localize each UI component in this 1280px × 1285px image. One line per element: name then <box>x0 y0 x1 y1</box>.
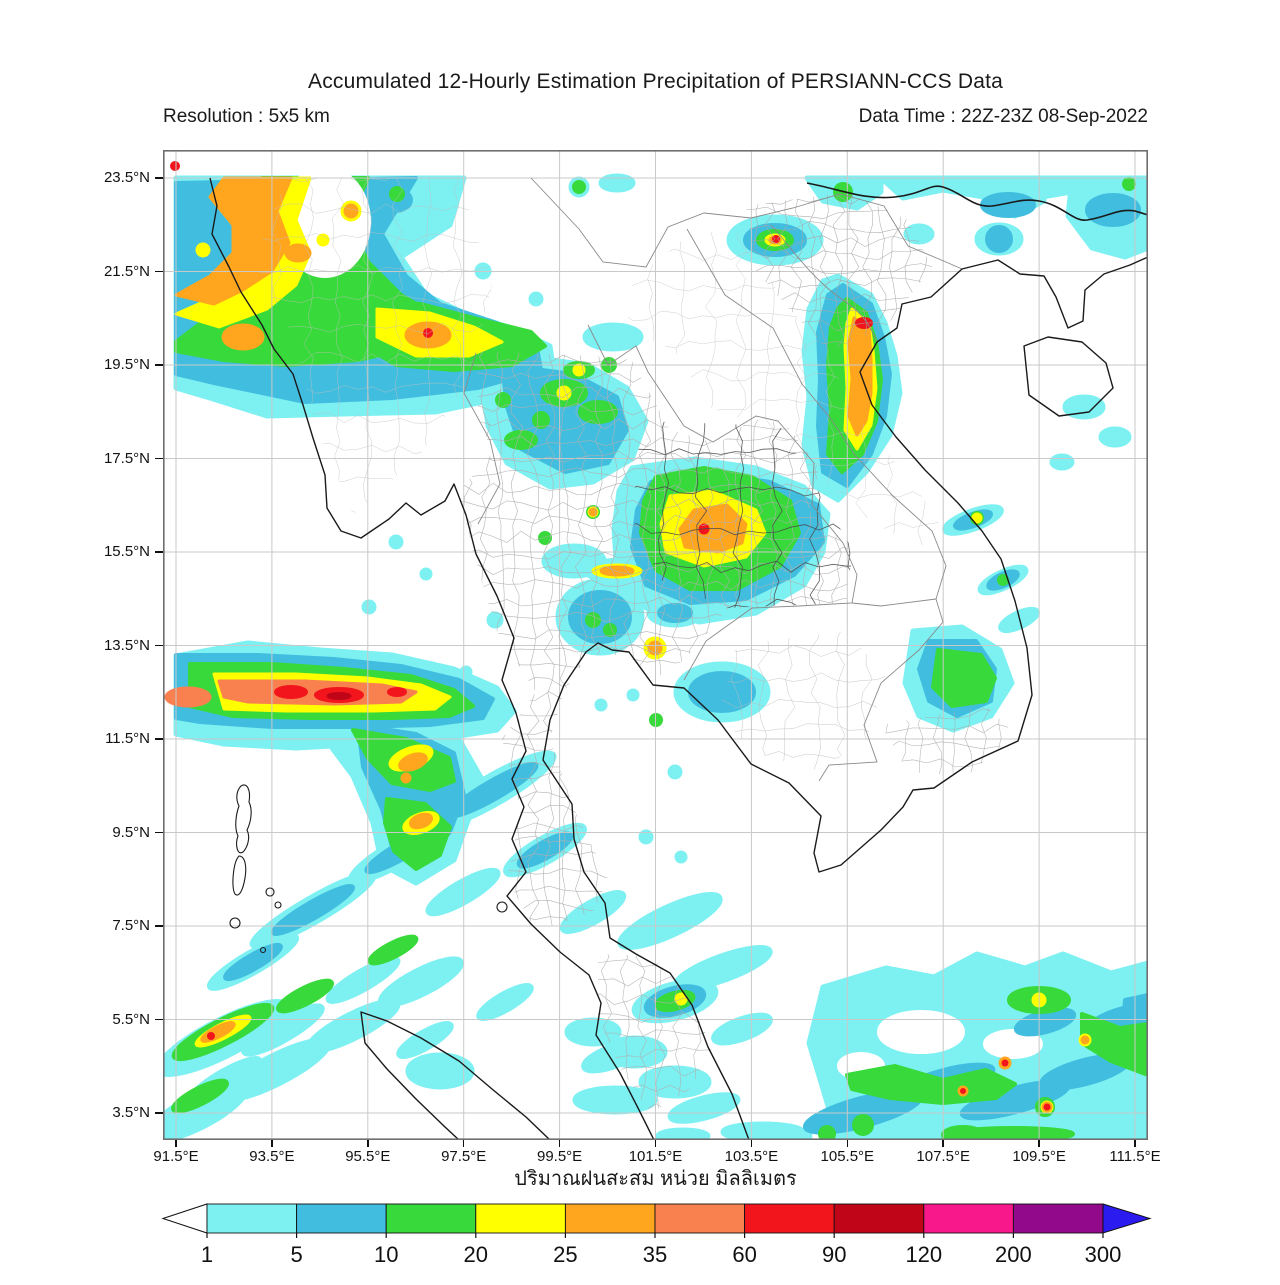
x-tick-mark <box>367 1140 369 1147</box>
colorbar-tick-label: 300 <box>1085 1242 1122 1267</box>
data-time-label: Data Time : 22Z-23Z 08-Sep-2022 <box>858 106 1148 127</box>
y-tick-label: 11.5°N <box>105 730 150 747</box>
y-tick-mark <box>155 457 163 460</box>
y-tick-label: 23.5°N <box>103 169 150 186</box>
colorbar-tick-label: 60 <box>732 1242 756 1267</box>
x-tick-mark <box>654 1140 657 1147</box>
map-area <box>163 150 1148 1140</box>
colorbar-segment <box>475 1203 566 1234</box>
y-tick-label: 17.5°N <box>103 449 150 467</box>
colorbar-segment <box>206 1203 298 1234</box>
colorbar-legend: 1 5 10 20 25 35 60 90 120 200 300 <box>0 1196 1280 1280</box>
colorbar-tick-label: 90 <box>822 1242 846 1267</box>
colorbar-segment <box>296 1203 387 1234</box>
resolution-label: Resolution : 5x5 km <box>163 106 330 127</box>
y-tick-mark <box>155 551 163 553</box>
colorbar-segment <box>564 1203 656 1234</box>
graticule-grid <box>164 151 1147 1139</box>
y-tick-mark <box>155 831 163 834</box>
colorbar-tick-label: 10 <box>374 1242 398 1267</box>
colorbar-tick-label: 35 <box>643 1242 667 1267</box>
x-tick-mark <box>175 1140 177 1147</box>
colorbar-segment <box>385 1203 477 1234</box>
x-tick-mark <box>558 1140 561 1147</box>
y-tick-label: 15.5°N <box>103 543 150 560</box>
colorbar-segment <box>654 1203 746 1234</box>
y-tick-mark <box>155 738 163 740</box>
colorbar-underflow-arrow <box>161 1203 208 1234</box>
x-tick-mark <box>462 1140 465 1147</box>
x-tick-mark <box>1134 1140 1136 1147</box>
colorbar-tick-label: 25 <box>553 1242 577 1267</box>
y-tick-mark <box>155 1112 163 1114</box>
y-tick-label: 19.5°N <box>103 356 150 373</box>
y-tick-mark <box>155 925 163 927</box>
y-tick-label: 9.5°N <box>112 823 150 841</box>
page-title: Accumulated 12-Hourly Estimation Precipi… <box>308 70 1003 93</box>
coastlines <box>209 177 1148 1140</box>
colorbar-segment <box>833 1203 925 1234</box>
y-tick-mark <box>155 1018 163 1021</box>
colorbar-tick-label: 120 <box>905 1242 942 1267</box>
colorbar-tick-label: 1 <box>201 1242 213 1267</box>
x-tick-mark <box>1038 1140 1040 1147</box>
y-tick-label: 7.5°N <box>112 917 150 934</box>
y-tick-label: 5.5°N <box>112 1010 150 1028</box>
colorbar-tick-label: 200 <box>995 1242 1032 1267</box>
map-frame-border <box>163 150 1148 1140</box>
y-tick-label: 21.5°N <box>103 262 150 280</box>
y-tick-mark <box>155 177 163 179</box>
x-tick-mark <box>846 1140 849 1147</box>
y-tick-label: 3.5°N <box>112 1104 150 1121</box>
precipitation-map <box>163 150 1148 1140</box>
x-tick-mark <box>271 1140 273 1147</box>
y-tick-mark <box>155 270 163 273</box>
colorbar-tick-label: 5 <box>290 1242 302 1267</box>
colorbar-overflow-arrow <box>1102 1203 1152 1234</box>
colorbar-segment <box>744 1203 835 1234</box>
x-tick-mark <box>750 1140 753 1147</box>
y-tick-mark <box>155 364 163 366</box>
colorbar-segment <box>1012 1203 1104 1234</box>
y-tick-label: 13.5°N <box>103 636 150 654</box>
country-borders <box>463 177 963 782</box>
y-tick-mark <box>155 644 163 647</box>
colorbar-segment <box>923 1203 1014 1234</box>
colorbar: 1 5 10 20 25 35 60 90 120 200 300 <box>161 1203 1152 1267</box>
x-tick-mark <box>942 1140 944 1147</box>
colorbar-tick-label: 20 <box>464 1242 488 1267</box>
precipitation-contours <box>163 161 1148 1140</box>
legend-title: ปริมาณฝนสะสม หน่วย มิลลิเมตร <box>514 1168 797 1190</box>
